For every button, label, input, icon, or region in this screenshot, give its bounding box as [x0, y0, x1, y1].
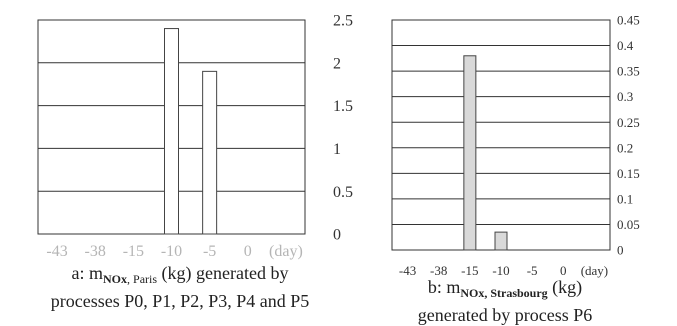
plot-frame [391, 19, 611, 251]
x-tick-label: -43 [46, 243, 67, 260]
x-tick-label: -38 [85, 243, 106, 260]
y-tick-label: 0.35 [617, 64, 640, 79]
y-tick-label: 0.1 [617, 191, 633, 206]
bar [494, 231, 508, 251]
bar [164, 28, 179, 235]
y-tick-label: 0 [617, 243, 624, 258]
bar [463, 55, 477, 251]
y-tick-label: 0.25 [617, 115, 640, 130]
y-tick-label: 0.2 [617, 140, 633, 155]
y-tick-label: 2 [333, 55, 341, 72]
y-tick-label: 0.5 [333, 184, 353, 201]
x-tick-label: 0 [244, 243, 252, 260]
x-tick-label: -10 [161, 243, 182, 260]
x-tick-label: -10 [492, 263, 509, 278]
x-unit-label: (day) [269, 243, 303, 260]
chart-b: 00.050.10.150.20.250.30.350.40.45-43 -38-… [391, 13, 640, 278]
x-tick-label: -5 [203, 243, 216, 260]
x-tick-label: 0 [560, 263, 567, 278]
y-tick-label: 1.5 [333, 98, 353, 115]
y-tick-label: 1 [333, 141, 341, 158]
caption-b: b: mNOx, Strasbourg (kg) generated by pr… [417, 277, 593, 325]
chart-a: 0 0.5 1 1.5 2 2.5 -43 -38 -15 -10 -5 0 (day) [37, 13, 353, 260]
y-tick-label: 2.5 [333, 13, 353, 30]
y-tick-label: 0.05 [617, 217, 640, 232]
y-tick-label: 0.15 [617, 166, 640, 181]
y-tick-label: 0.45 [617, 13, 640, 28]
x-tick-label: -15 [461, 263, 478, 278]
x-tick-label: -38 [430, 263, 447, 278]
bar [202, 70, 218, 235]
x-tick-label: -5 [527, 263, 538, 278]
y-tick-label: 0 [333, 227, 341, 244]
x-unit-label: (day) [581, 263, 608, 278]
y-tick-label: 0.4 [617, 38, 634, 53]
y-tick-label: 0.3 [617, 89, 633, 104]
x-tick-label: -15 [123, 243, 144, 260]
x-tick-label: -43 [399, 263, 416, 278]
caption-a: a: mNOx, Paris (kg) generated by process… [50, 263, 310, 311]
